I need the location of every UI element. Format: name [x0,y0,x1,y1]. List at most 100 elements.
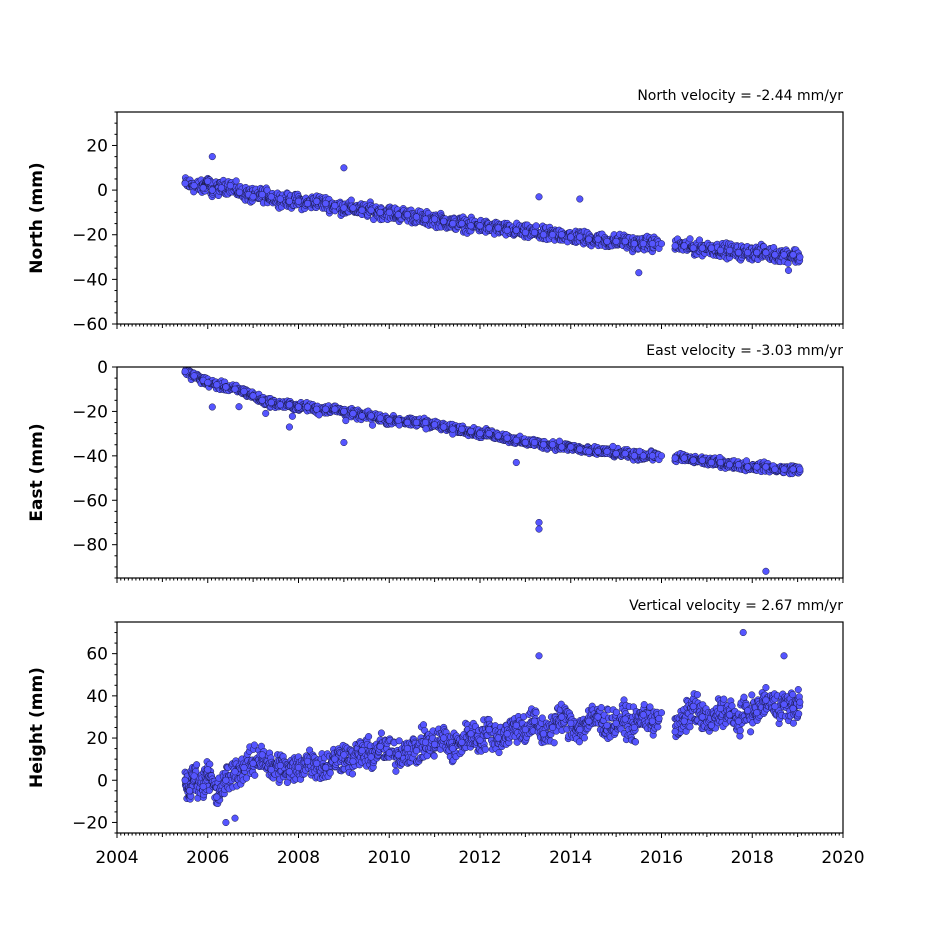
data-point [621,237,629,245]
data-point [263,186,271,194]
data-point [532,222,540,230]
data-point [585,235,593,243]
data-point [657,452,666,460]
data-point [326,769,334,777]
data-point [476,430,484,438]
data-point [789,465,797,473]
data-point [549,441,557,449]
data-point [648,240,656,248]
data-point [530,438,539,447]
data-point [693,691,701,699]
data-point [771,465,779,473]
data-point [340,438,348,447]
data-point [458,220,466,228]
data-point [698,244,706,252]
data-point [403,418,411,427]
data-point [367,412,375,420]
data-point [521,228,529,237]
data-point [222,383,230,391]
data-point [689,456,697,464]
data-point [567,443,575,451]
data-point [686,723,694,731]
data-point [193,761,201,769]
data-point [680,242,688,250]
data-point [304,403,312,411]
data-point [181,179,189,187]
data-point [539,441,548,449]
data-point [313,405,321,413]
data-point [431,421,439,429]
data-point [594,235,602,243]
data-point [449,425,457,433]
data-point [558,443,566,451]
data-point [331,202,339,210]
data-point [535,525,543,533]
data-point [796,465,804,473]
data-point [485,430,493,438]
data-point [648,452,656,460]
y-tick-label: −60 [72,315,108,335]
data-point [539,231,548,239]
data-point [340,407,348,415]
scatter-points-north [181,153,804,277]
data-point [322,405,330,413]
data-point [521,438,529,447]
data-point [780,251,788,259]
data-point [576,195,584,203]
data-point [657,240,666,248]
data-point [747,728,755,736]
data-point [368,421,377,429]
data-point [358,412,366,420]
data-point [412,418,421,427]
data-point [217,184,225,192]
data-point [276,195,284,203]
y-tick-label: −20 [72,226,108,246]
data-point [467,427,475,435]
data-point [262,409,270,417]
data-point [376,414,384,422]
data-point [304,199,312,208]
scatter-points-east [181,366,804,575]
data-point [621,450,629,458]
y-tick-label: 0 [97,181,108,201]
data-point [689,244,697,252]
data-point [654,723,662,731]
data-point [199,184,207,192]
data-point [612,237,620,245]
data-point [232,177,240,185]
data-point [612,450,620,458]
data-point [494,432,502,440]
data-point [535,193,543,201]
data-point [748,691,756,699]
data-point [342,417,350,425]
data-point [639,240,647,248]
data-point [671,242,679,250]
data-point [476,222,484,230]
y-tick-label: −40 [72,447,108,467]
data-point [458,425,466,433]
y-tick-label: −40 [72,270,108,290]
data-point [267,398,275,407]
data-point [635,269,643,277]
data-point [762,567,770,575]
data-point [716,246,725,254]
data-point [503,434,511,442]
data-point [467,222,475,230]
data-point [367,206,375,214]
data-point [762,249,770,257]
data-point [780,465,788,473]
data-point [358,206,366,214]
data-point [753,463,761,471]
data-point [385,208,393,216]
data-point [495,749,503,757]
data-point [567,233,575,241]
data-point [313,197,321,205]
data-point [208,186,216,194]
data-point [422,425,430,433]
data-point [365,733,373,741]
data-point [784,266,793,274]
data-point [240,387,248,395]
data-point [550,739,558,747]
data-point [698,456,706,464]
data-point [512,436,520,444]
